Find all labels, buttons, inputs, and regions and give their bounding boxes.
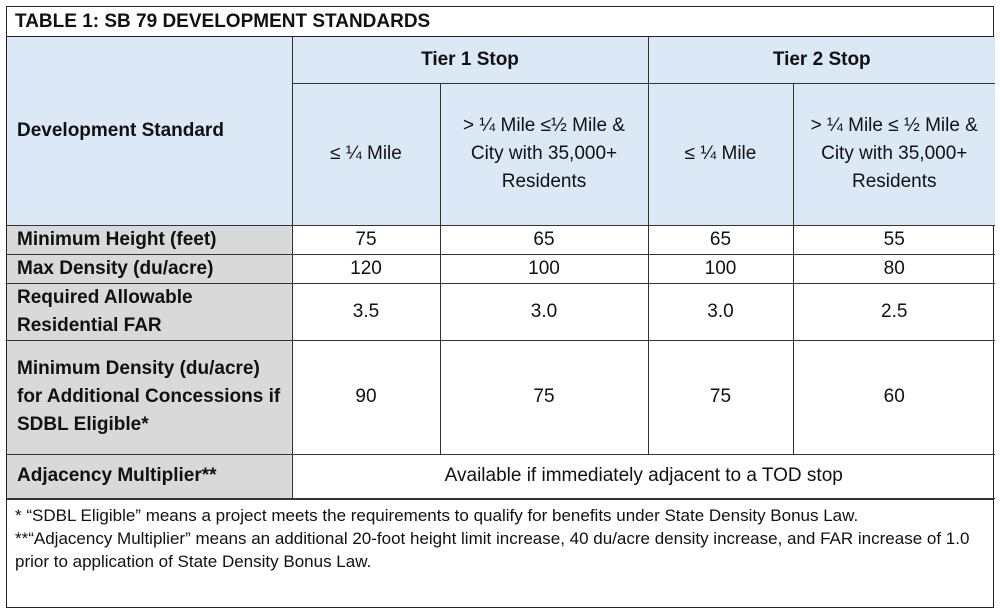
row-label: Minimum Height (feet) [7, 224, 293, 255]
table-cell: 55 [792, 224, 995, 255]
row-label: Max Density (du/acre) [7, 253, 293, 284]
table-row: Required Allowable Residential FAR 3.5 3… [7, 282, 995, 341]
row-label: Required Allowable Residential FAR [7, 282, 293, 341]
table-cell: 75 [647, 339, 794, 455]
table-cell: 60 [792, 339, 995, 455]
tier2-header: Tier 2 Stop [647, 37, 995, 84]
development-standard-header: Development Standard [7, 37, 293, 226]
table-cell: 3.5 [291, 282, 441, 341]
table-cell: 2.5 [792, 282, 995, 341]
tier1-far-subheader: > ¼ Mile ≤½ Mile & City with 35,000+ Res… [439, 82, 649, 226]
table-cell: 65 [439, 224, 649, 255]
table-row: Minimum Height (feet) 75 65 65 55 [7, 224, 995, 255]
table-cell: 3.0 [647, 282, 794, 341]
footnote-adjacency: **“Adjacency Multiplier” means an additi… [15, 528, 970, 571]
table-cell: 75 [291, 224, 441, 255]
tier1-near-subheader: ≤ ¼ Mile [292, 82, 441, 226]
table-cell: 80 [792, 253, 995, 284]
adjacency-label: Adjacency Multiplier** [7, 453, 293, 499]
adjacency-value: Available if immediately adjacent to a T… [291, 453, 995, 499]
table-row: Minimum Density (du/acre) for Additional… [7, 339, 995, 455]
table-cell: 100 [647, 253, 794, 284]
table-cell: 120 [291, 253, 441, 284]
table-row: Max Density (du/acre) 120 100 100 80 [7, 253, 995, 284]
row-label: Minimum Density (du/acre) for Additional… [7, 339, 293, 455]
table-title: TABLE 1: SB 79 DEVELOPMENT STANDARDS [7, 7, 993, 37]
table-cell: 3.0 [439, 282, 649, 341]
footnotes: * “SDBL Eligible” means a project meets … [7, 498, 993, 573]
tier1-header: Tier 1 Stop [291, 37, 649, 84]
adjacency-row: Adjacency Multiplier** Available if imme… [7, 453, 995, 499]
standards-table-frame: TABLE 1: SB 79 DEVELOPMENT STANDARDS Dev… [6, 6, 995, 608]
table-cell: 90 [291, 339, 441, 455]
table-cell: 75 [439, 339, 649, 455]
tier2-far-subheader: > ¼ Mile ≤ ½ Mile & City with 35,000+ Re… [792, 82, 995, 226]
footnote-sdbl: * “SDBL Eligible” means a project meets … [15, 505, 859, 525]
table-cell: 65 [647, 224, 794, 255]
tier2-near-subheader: ≤ ¼ Mile [647, 82, 794, 226]
table-cell: 100 [439, 253, 649, 284]
standards-table: Development Standard Tier 1 Stop Tier 2 … [7, 37, 995, 499]
